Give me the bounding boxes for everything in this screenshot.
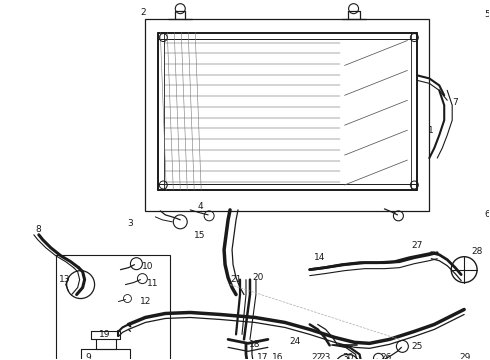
Bar <box>56 255 171 360</box>
Text: 18: 18 <box>249 340 261 349</box>
Text: 25: 25 <box>412 342 423 351</box>
Text: 29: 29 <box>460 353 471 360</box>
Text: 14: 14 <box>314 253 325 262</box>
Text: 20: 20 <box>252 273 264 282</box>
Text: 22: 22 <box>311 353 322 360</box>
Text: 30: 30 <box>342 353 353 360</box>
Text: 5: 5 <box>484 10 490 19</box>
Text: 11: 11 <box>147 279 158 288</box>
Text: 15: 15 <box>195 231 206 240</box>
Text: 23: 23 <box>319 353 330 360</box>
Text: 7: 7 <box>452 98 458 107</box>
Text: 28: 28 <box>471 247 483 256</box>
Text: 2: 2 <box>141 8 146 17</box>
Text: 16: 16 <box>272 353 284 360</box>
Text: 21: 21 <box>230 275 242 284</box>
Text: 12: 12 <box>140 297 151 306</box>
Text: 26: 26 <box>381 353 392 360</box>
Bar <box>146 19 429 211</box>
Text: 10: 10 <box>142 262 153 271</box>
Text: 6: 6 <box>484 210 490 219</box>
Text: 19: 19 <box>99 330 110 339</box>
Text: 17: 17 <box>257 353 269 360</box>
Text: 24: 24 <box>289 337 300 346</box>
Text: 8: 8 <box>35 225 41 234</box>
Text: 9: 9 <box>86 353 92 360</box>
Text: 27: 27 <box>412 241 423 250</box>
Text: 1: 1 <box>428 126 434 135</box>
Text: 4: 4 <box>197 202 203 211</box>
Text: 3: 3 <box>127 219 133 228</box>
Text: 13: 13 <box>59 275 71 284</box>
